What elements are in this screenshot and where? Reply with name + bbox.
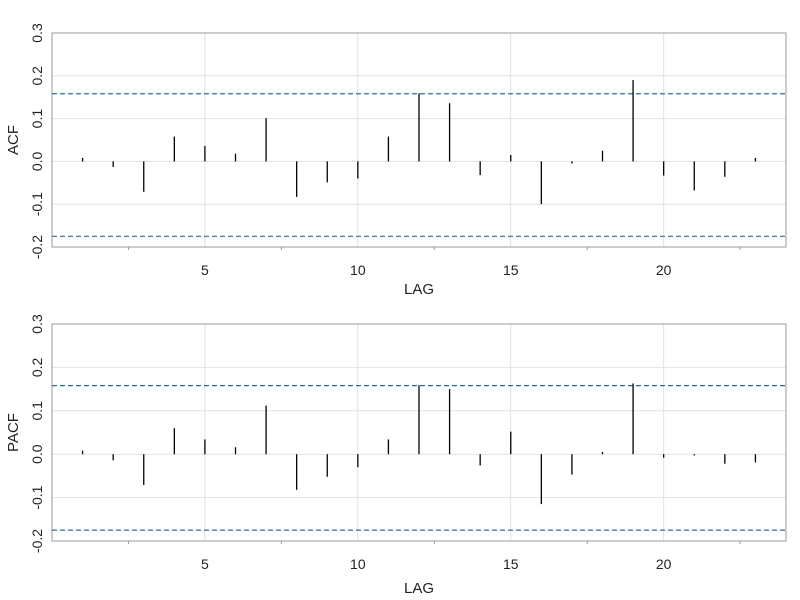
pacf-x-tick-label: 5 [201,556,209,572]
pacf-y-tick-label: -0.1 [29,485,45,509]
acf-panel: 5 10 15 20 -0.2 -0.1 0.0 0.1 0.2 0.3 LAG ACF [5,23,787,298]
acf-y-tick-label: 0.2 [29,66,45,86]
acf-plot-frame [51,32,787,248]
acf-x-tick-label: 5 [201,262,209,278]
acf-y-tick-label: 0.0 [29,151,45,171]
pacf-x-tick-label: 20 [656,556,672,572]
acf-y-tick-label: -0.2 [29,235,45,259]
pacf-y-tick-label: 0.1 [29,401,45,421]
pacf-y-tick-label: -0.2 [29,529,45,553]
acf-x-tick-label: 10 [350,262,366,278]
acf-x-tick-label: 15 [503,262,519,278]
pacf-panel: 5 10 15 20 -0.2 -0.1 0.0 0.1 0.2 0.3 LAG PACF [5,314,787,597]
pacf-x-tick-label: 10 [350,556,366,572]
acf-x-axis-title: LAG [404,281,434,298]
pacf-y-tick-label: 0.3 [29,314,45,334]
pacf-x-axis-title: LAG [404,580,434,597]
pacf-y-tick-label: 0.2 [29,357,45,377]
pacf-plot-frame [51,323,787,542]
acf-y-axis-title: ACF [5,125,22,155]
pacf-y-tick-label: 0.0 [29,444,45,464]
acf-y-tick-label: 0.1 [29,109,45,129]
acf-y-tick-label: 0.3 [29,23,45,43]
pacf-x-tick-label: 15 [503,556,519,572]
pacf-y-axis-title: PACF [5,413,22,452]
acf-y-tick-label: -0.1 [29,192,45,216]
acf-x-tick-label: 20 [656,262,672,278]
